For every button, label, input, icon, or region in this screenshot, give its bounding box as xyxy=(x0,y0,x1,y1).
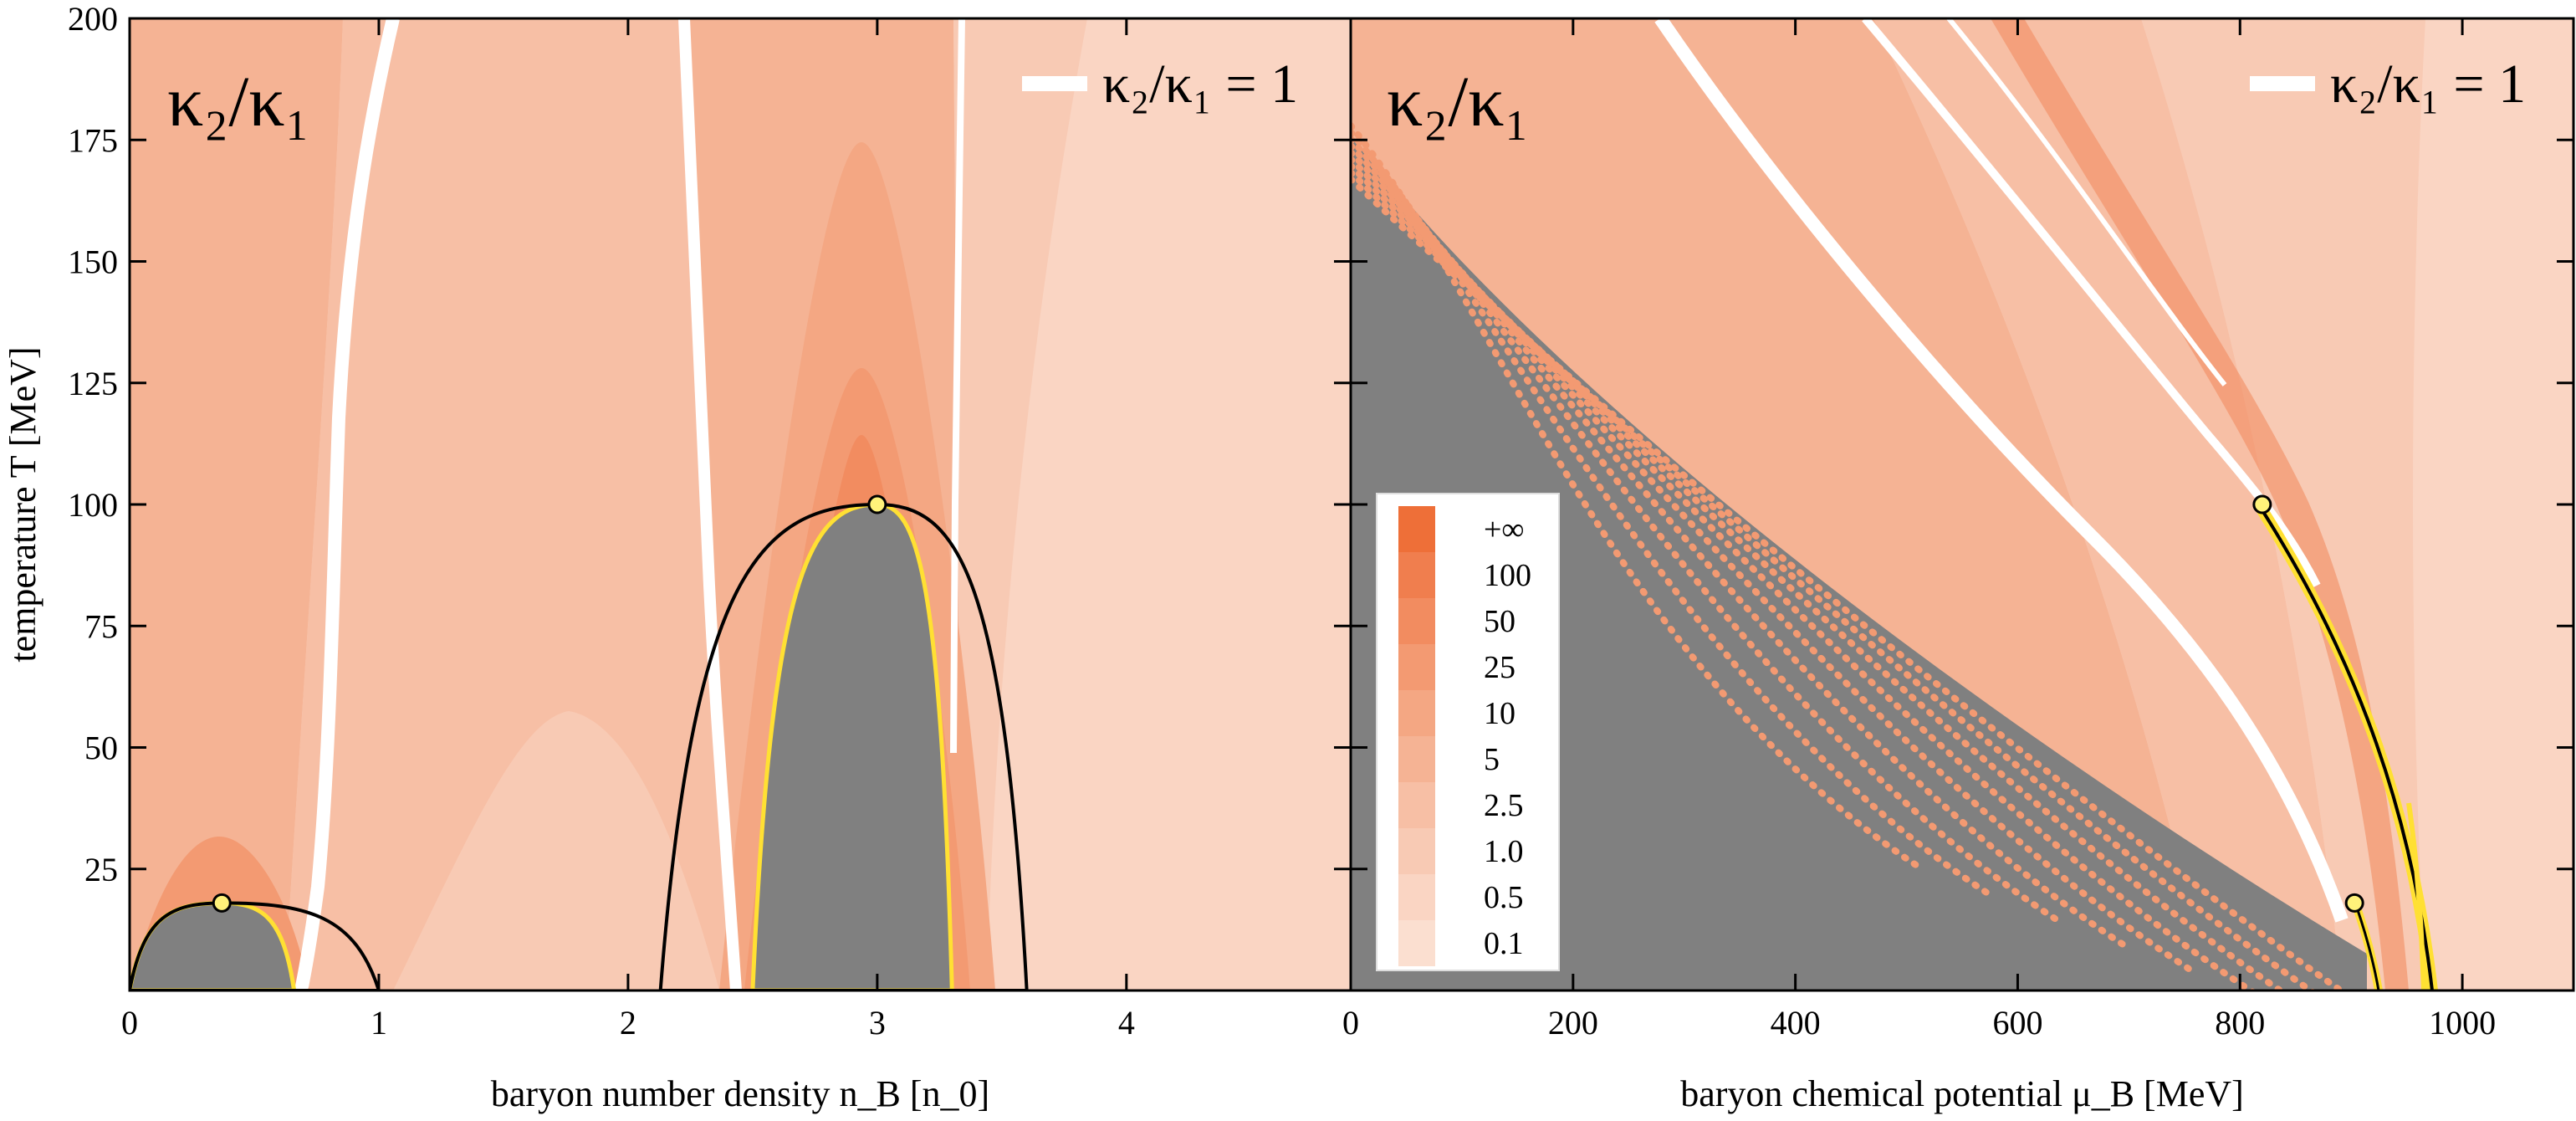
left-region-band-e xyxy=(987,18,1351,990)
left-ytick-label-5: 150 xyxy=(68,243,118,281)
colorbar-swatch-5 xyxy=(1398,736,1435,782)
right-kappa1-line-2 xyxy=(1862,18,2321,588)
colorbar-swatch-7 xyxy=(1398,828,1435,874)
colorbar-label-7: 1.0 xyxy=(1484,834,1524,869)
left-critical-point-1 xyxy=(867,494,887,514)
colorbar: +∞ 100 50 25 10 5 2.5 1.0 0.5 0.1 xyxy=(1376,493,1560,971)
right-xtick-label-2: 400 xyxy=(1771,1004,1821,1042)
right-xtick-label-3: 600 xyxy=(1992,1004,2042,1042)
left-kappa1-line-3 xyxy=(950,18,965,754)
right-dotted-curve-2 xyxy=(1351,136,2061,924)
left-y-axis-label: temperature T [MeV] xyxy=(3,346,43,662)
right-dotted-curves xyxy=(1351,122,2347,990)
left-spinodal-layer xyxy=(130,502,954,990)
right-legend: κ₂/κ₁ = 1 xyxy=(2250,54,2526,115)
colorbar-swatch-6 xyxy=(1398,782,1435,828)
right-spinodal-right xyxy=(2406,802,2426,990)
colorbar-label-0: +∞ xyxy=(1484,512,1525,547)
colorbar-label-3: 25 xyxy=(1484,650,1515,685)
right-dotted-curve-6 xyxy=(1351,162,2287,990)
left-ytick-label-6: 175 xyxy=(68,121,118,159)
left-region-hump xyxy=(393,711,719,990)
left-region-band-a xyxy=(130,18,343,990)
left-ytick-label-0: 25 xyxy=(84,851,118,888)
right-critical-points xyxy=(2252,494,2364,913)
right-critical-point-0 xyxy=(2252,494,2272,514)
colorbar-label-4: 10 xyxy=(1484,696,1515,731)
right-kappa1-line-3 xyxy=(1946,18,2227,386)
left-xtick-label-4: 4 xyxy=(1118,1004,1135,1042)
left-ytick-label-3: 100 xyxy=(68,486,118,524)
left-spinodal-region-0 xyxy=(130,903,294,990)
right-dotted-curve-1 xyxy=(1351,129,1994,898)
left-xtick-label-0: 0 xyxy=(121,1004,138,1042)
right-xtick-label-0: 0 xyxy=(1342,1004,1359,1042)
left-kappa1-line-2 xyxy=(678,18,742,990)
left-x-axis-label: baryon number density n_B [n_0] xyxy=(491,1073,989,1114)
colorbar-label-2: 50 xyxy=(1484,604,1515,639)
right-region-band-b xyxy=(1873,18,2342,990)
left-ytick-label-2: 75 xyxy=(84,607,118,645)
left-critical-point-0 xyxy=(212,893,232,913)
right-dotted-curve-7 xyxy=(1351,169,2317,990)
right-panel-chemical-potential: 0 200 400 600 800 1000 κ₂/κ₁ κ₂/κ₁ = 1 +∞ 100 5… xyxy=(1342,17,2575,1114)
right-legend-label: κ₂/κ₁ = 1 xyxy=(2330,54,2526,115)
colorbar-swatch-4 xyxy=(1398,690,1435,736)
left-region-band-d xyxy=(953,18,1087,990)
colorbar-label-1: 100 xyxy=(1484,558,1531,593)
left-ytick-label-1: 50 xyxy=(84,729,118,767)
colorbar-swatch-8 xyxy=(1398,874,1435,920)
left-ytick-label-4: 125 xyxy=(68,365,118,402)
left-panel-title: κ₂/κ₁ xyxy=(167,61,310,141)
right-xtick-label-1: 200 xyxy=(1548,1004,1598,1042)
right-xtick-label-4: 800 xyxy=(2215,1004,2265,1042)
right-ticks: 0 200 400 600 800 1000 xyxy=(1342,17,2573,1042)
right-gray-region xyxy=(1351,134,2367,990)
colorbar-label-5: 5 xyxy=(1484,742,1500,777)
right-panel-title: κ₂/κ₁ xyxy=(1387,61,1530,141)
right-spinodal-left-black xyxy=(2355,907,2380,990)
left-ytick-label-7: 200 xyxy=(68,0,118,38)
right-critical-point-1 xyxy=(2344,893,2364,913)
colorbar-swatch-0 xyxy=(1398,506,1435,552)
colorbar-swatch-3 xyxy=(1398,644,1435,690)
right-xtick-label-5: 1000 xyxy=(2429,1004,2496,1042)
left-xtick-label-3: 3 xyxy=(869,1004,886,1042)
left-panel-density: 0 1 2 3 4 25 50 75 100 125 150 175 200 κ₂/κ₁ κ₂/κ₁ =… xyxy=(3,0,1352,1114)
right-heatmap xyxy=(1351,18,2573,990)
colorbar-label-6: 2.5 xyxy=(1484,788,1524,823)
colorbar-swatch-2 xyxy=(1398,598,1435,644)
colorbar-label-9: 0.1 xyxy=(1484,926,1524,961)
right-dotted-curve-5 xyxy=(1351,156,2257,990)
right-kappa1-line-1 xyxy=(1654,18,2349,923)
left-xtick-label-2: 2 xyxy=(620,1004,636,1042)
left-ticks: 0 1 2 3 4 25 50 75 100 125 150 175 200 xyxy=(68,0,1351,1042)
colorbar-label-8: 0.5 xyxy=(1484,880,1524,915)
right-dotted-curve-8 xyxy=(1351,176,2347,990)
left-legend: κ₂/κ₁ = 1 xyxy=(1022,54,1298,115)
left-heatmap xyxy=(130,18,1351,990)
right-x-axis-label: baryon chemical potential μ_B [MeV] xyxy=(1680,1073,2244,1114)
left-critical-points xyxy=(212,494,887,913)
colorbar-swatch-9 xyxy=(1398,920,1435,966)
left-region-band-b xyxy=(284,18,736,990)
left-xtick-label-1: 1 xyxy=(371,1004,387,1042)
colorbar-swatch-1 xyxy=(1398,552,1435,598)
left-spinodal-region-1 xyxy=(752,504,953,990)
left-legend-label: κ₂/κ₁ = 1 xyxy=(1102,54,1298,115)
